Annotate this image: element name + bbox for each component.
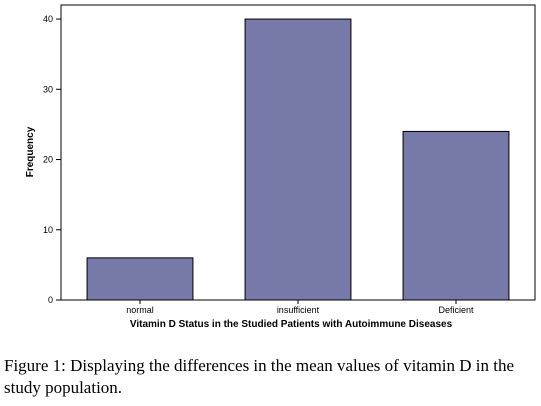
bar-normal: [86, 257, 194, 301]
bar-deficient: [402, 130, 510, 301]
y-tick-label: 40: [43, 14, 53, 24]
x-axis-title: Vitamin D Status in the Studied Patients…: [130, 319, 453, 330]
y-axis-ticks: 0 10 20 30 40: [43, 14, 61, 305]
x-axis-ticks: normal insufficient Deficient: [126, 300, 474, 315]
caption-text: Displaying the differences in the mean v…: [4, 356, 515, 397]
bars: [86, 18, 510, 301]
bar-chart: 0 10 20 30 40 normal insufficient Deficient Fr…: [25, 4, 536, 330]
figure-caption: Figure 1: Displaying the differences in …: [4, 355, 538, 399]
bar-insufficient: [244, 18, 352, 301]
x-tick-label: insufficient: [277, 305, 320, 315]
y-axis-title: Frequency: [25, 126, 36, 177]
caption-label: Figure 1:: [4, 356, 66, 375]
y-tick-label: 10: [43, 225, 53, 235]
y-tick-label: 20: [43, 155, 53, 165]
x-tick-label: normal: [126, 305, 154, 315]
x-tick-label: Deficient: [438, 305, 474, 315]
y-tick-label: 0: [48, 295, 53, 305]
y-tick-label: 30: [43, 84, 53, 94]
